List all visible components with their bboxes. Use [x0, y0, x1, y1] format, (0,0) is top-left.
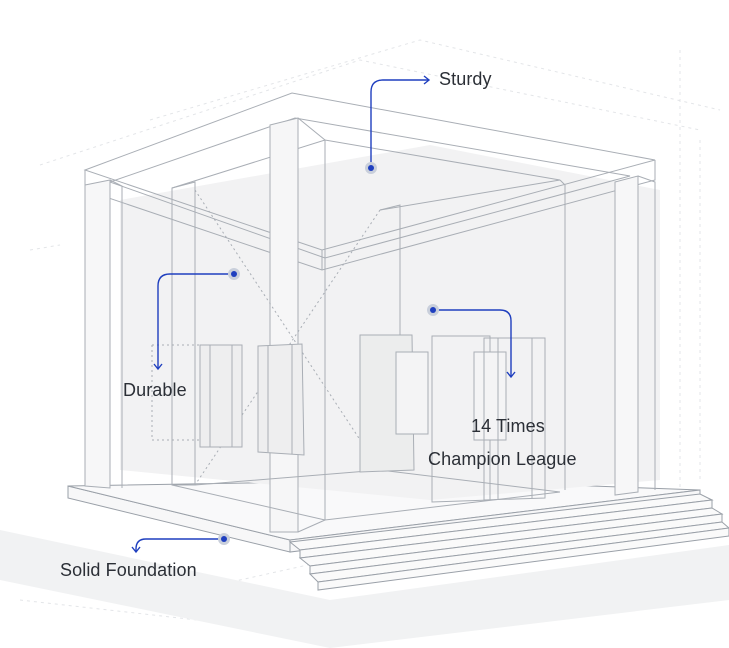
foundation-connector	[135, 538, 224, 551]
sturdy-connector	[370, 79, 428, 168]
championship-connector	[433, 309, 512, 376]
foundation-label: Solid Foundation	[60, 560, 197, 580]
arrow-head-icon	[506, 371, 516, 379]
championship-label-line1: 14 Times	[471, 416, 545, 436]
wireframe	[83, 92, 656, 533]
arrow-head-icon	[423, 75, 431, 85]
arrow-head-icon	[131, 546, 141, 554]
arrow-head-icon	[153, 363, 163, 371]
callout-connectors	[135, 79, 512, 551]
sturdy-label: Sturdy	[439, 69, 492, 89]
floor-shadow	[0, 530, 729, 648]
durable-connector	[157, 273, 234, 368]
front-steps	[288, 493, 729, 591]
callout-dots	[218, 162, 439, 545]
championship-label-line2: Champion League	[428, 449, 577, 469]
durable-label: Durable	[123, 380, 187, 400]
